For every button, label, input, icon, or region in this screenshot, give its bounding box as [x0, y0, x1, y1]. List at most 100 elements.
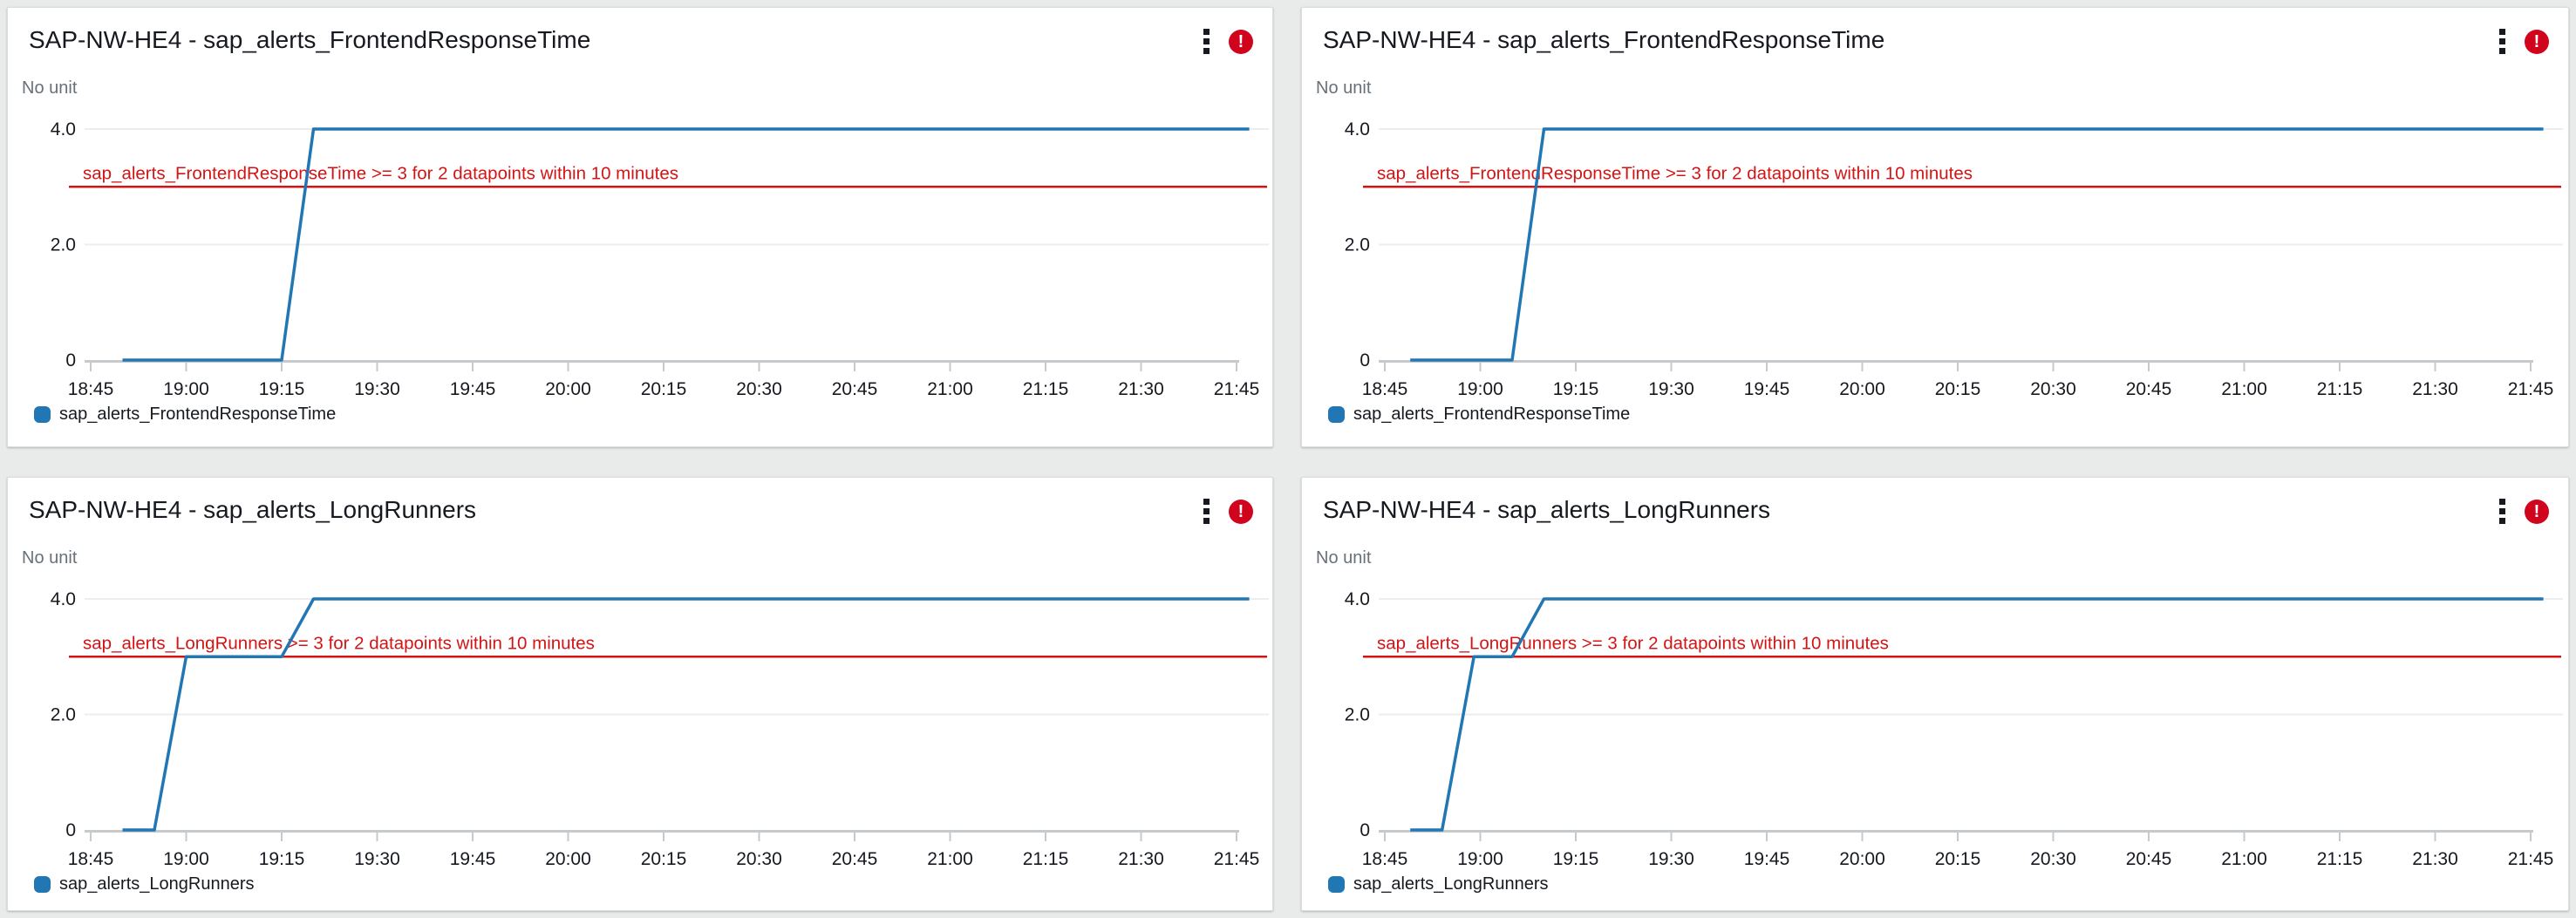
metric-line-series — [122, 597, 1250, 832]
legend-series-marker — [1328, 876, 1345, 893]
svg-text:0: 0 — [65, 350, 76, 371]
widget-title: SAP-NW-HE4 - sap_alerts_LongRunners — [1323, 496, 1771, 523]
alarm-threshold-label: sap_alerts_FrontendResponseTime >= 3 for… — [1377, 163, 1973, 183]
svg-text:19:45: 19:45 — [450, 379, 496, 399]
svg-text:19:30: 19:30 — [1648, 379, 1694, 399]
kebab-menu-icon[interactable] — [2496, 27, 2509, 56]
svg-text:20:15: 20:15 — [1935, 379, 1981, 399]
svg-text:20:45: 20:45 — [2126, 849, 2172, 869]
widget-header: SAP-NW-HE4 - sap_alerts_LongRunners ! — [8, 478, 1272, 526]
unit-label: No unit — [22, 78, 78, 98]
legend-item[interactable]: sap_alerts_LongRunners — [1328, 874, 2568, 894]
svg-text:20:30: 20:30 — [2030, 849, 2076, 869]
widget-long-runners-2: SAP-NW-HE4 - sap_alerts_LongRunners ! No… — [1301, 477, 2569, 911]
svg-text:19:45: 19:45 — [450, 849, 496, 869]
kebab-menu-icon[interactable] — [1200, 497, 1213, 526]
legend-item[interactable]: sap_alerts_FrontendResponseTime — [1328, 405, 2568, 425]
svg-text:19:15: 19:15 — [1553, 379, 1599, 399]
svg-text:20:15: 20:15 — [641, 849, 687, 869]
alarm-exclamation-icon: ! — [1229, 29, 1253, 54]
svg-text:20:45: 20:45 — [832, 849, 878, 869]
svg-text:20:15: 20:15 — [1935, 849, 1981, 869]
widget-header-icons: ! — [1200, 497, 1253, 526]
svg-text:18:45: 18:45 — [1362, 379, 1408, 399]
svg-text:21:00: 21:00 — [927, 379, 973, 399]
svg-text:19:30: 19:30 — [354, 849, 400, 869]
svg-text:21:30: 21:30 — [1118, 849, 1164, 869]
svg-text:20:00: 20:00 — [545, 379, 591, 399]
legend-series-marker — [34, 876, 51, 893]
legend-series-label: sap_alerts_FrontendResponseTime — [59, 405, 337, 424]
svg-text:4.0: 4.0 — [51, 589, 76, 609]
svg-text:18:45: 18:45 — [1362, 849, 1408, 869]
svg-text:4.0: 4.0 — [1345, 589, 1370, 609]
svg-text:21:30: 21:30 — [1118, 379, 1164, 399]
kebab-menu-icon[interactable] — [2496, 497, 2509, 526]
svg-text:20:30: 20:30 — [736, 379, 782, 399]
widget-header-icons: ! — [1200, 27, 1253, 56]
legend-series-label: sap_alerts_LongRunners — [59, 874, 255, 894]
time-series-chart[interactable]: 18:45 19:00 19:15 19:30 19:45 20:00 20:15 20:30… — [8, 104, 1272, 405]
svg-text:20:00: 20:00 — [1839, 379, 1885, 399]
alarm-threshold-label: sap_alerts_LongRunners >= 3 for 2 datapo… — [83, 633, 595, 653]
svg-text:4.0: 4.0 — [1345, 119, 1370, 139]
widget-header: SAP-NW-HE4 - sap_alerts_LongRunners ! — [1302, 478, 2568, 526]
svg-text:19:45: 19:45 — [1744, 379, 1790, 399]
time-series-chart[interactable]: 18:45 19:00 19:15 19:30 19:45 20:00 20:15 20:30… — [8, 574, 1272, 874]
svg-text:21:00: 21:00 — [2221, 849, 2267, 869]
widget-header: SAP-NW-HE4 - sap_alerts_FrontendResponse… — [1302, 8, 2568, 56]
svg-text:4.0: 4.0 — [51, 119, 76, 139]
metric-line-series — [1410, 127, 2544, 362]
svg-text:2.0: 2.0 — [1345, 235, 1370, 255]
metric-line-series — [122, 127, 1250, 362]
svg-text:21:45: 21:45 — [2508, 379, 2554, 399]
time-series-chart[interactable]: 18:45 19:00 19:15 19:30 19:45 20:00 20:15 20:30… — [1302, 574, 2566, 874]
svg-text:19:45: 19:45 — [1744, 849, 1790, 869]
legend-series-label: sap_alerts_FrontendResponseTime — [1353, 405, 1631, 424]
svg-text:20:15: 20:15 — [641, 379, 687, 399]
svg-text:20:45: 20:45 — [2126, 379, 2172, 399]
svg-text:21:45: 21:45 — [1214, 849, 1260, 869]
svg-text:21:15: 21:15 — [2317, 379, 2363, 399]
metric-line-series — [1410, 597, 2544, 832]
widget-title: SAP-NW-HE4 - sap_alerts_FrontendResponse… — [1323, 26, 1885, 53]
svg-text:20:00: 20:00 — [545, 849, 591, 869]
widget-title: SAP-NW-HE4 - sap_alerts_LongRunners — [29, 496, 477, 523]
svg-text:19:30: 19:30 — [354, 379, 400, 399]
svg-text:2.0: 2.0 — [51, 235, 76, 255]
svg-text:21:30: 21:30 — [2412, 379, 2458, 399]
svg-text:21:00: 21:00 — [927, 849, 973, 869]
svg-text:19:00: 19:00 — [1457, 849, 1503, 869]
legend-item[interactable]: sap_alerts_FrontendResponseTime — [34, 405, 1272, 425]
widget-frontend-response-time-2: SAP-NW-HE4 - sap_alerts_FrontendResponse… — [1301, 7, 2569, 447]
widget-header-icons: ! — [2496, 497, 2549, 526]
svg-text:21:30: 21:30 — [2412, 849, 2458, 869]
svg-text:2.0: 2.0 — [1345, 705, 1370, 725]
unit-label: No unit — [1316, 548, 1372, 568]
svg-text:20:45: 20:45 — [832, 379, 878, 399]
widget-header: SAP-NW-HE4 - sap_alerts_FrontendResponse… — [8, 8, 1272, 56]
time-series-chart[interactable]: 18:45 19:00 19:15 19:30 19:45 20:00 20:15 20:30… — [1302, 104, 2566, 405]
kebab-menu-icon[interactable] — [1200, 27, 1213, 56]
widget-header-icons: ! — [2496, 27, 2549, 56]
svg-text:2.0: 2.0 — [51, 705, 76, 725]
legend-series-marker — [1328, 406, 1345, 423]
svg-text:19:00: 19:00 — [163, 379, 209, 399]
svg-text:18:45: 18:45 — [68, 849, 114, 869]
svg-text:19:15: 19:15 — [259, 849, 305, 869]
svg-text:20:00: 20:00 — [1839, 849, 1885, 869]
svg-text:0: 0 — [1360, 350, 1370, 371]
alarm-threshold-label: sap_alerts_FrontendResponseTime >= 3 for… — [83, 163, 678, 183]
svg-text:21:45: 21:45 — [1214, 379, 1260, 399]
svg-text:0: 0 — [65, 820, 76, 840]
alarm-exclamation-icon: ! — [2525, 29, 2549, 54]
svg-text:19:15: 19:15 — [1553, 849, 1599, 869]
svg-text:0: 0 — [1360, 820, 1370, 840]
svg-text:18:45: 18:45 — [68, 379, 114, 399]
legend-item[interactable]: sap_alerts_LongRunners — [34, 874, 1272, 894]
svg-text:19:00: 19:00 — [163, 849, 209, 869]
widget-frontend-response-time-1: SAP-NW-HE4 - sap_alerts_FrontendResponse… — [7, 7, 1273, 447]
svg-text:21:15: 21:15 — [2317, 849, 2363, 869]
svg-text:19:00: 19:00 — [1457, 379, 1503, 399]
